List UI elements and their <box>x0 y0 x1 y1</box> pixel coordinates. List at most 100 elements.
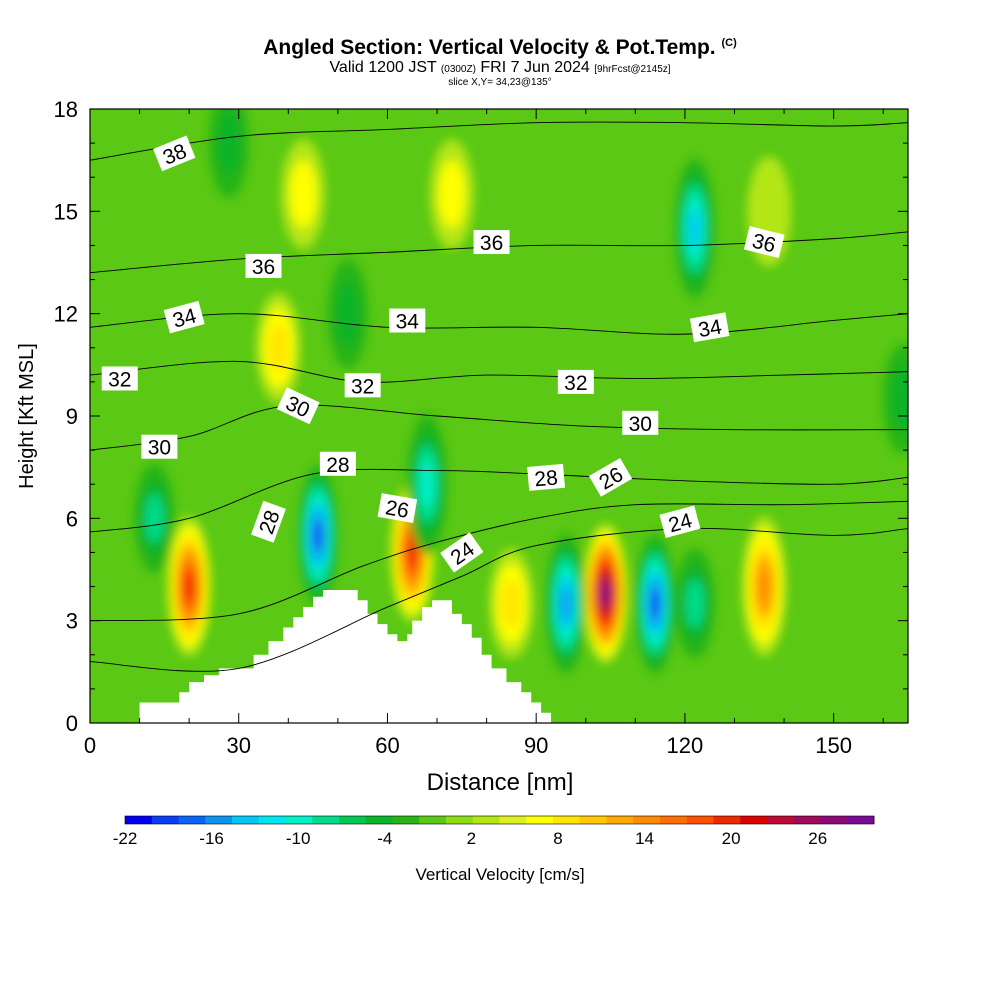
downdraft-region-11-4 <box>420 459 435 509</box>
contour-label-text: 36 <box>750 230 778 258</box>
colorbar-tick-label: 14 <box>635 829 654 848</box>
contour-label-text: 32 <box>108 368 131 391</box>
updraft-region-7-5 <box>757 566 771 607</box>
colorbar-tick-label: 2 <box>467 829 476 848</box>
y-tick-label: 18 <box>54 97 78 122</box>
updraft-region-2-2 <box>289 160 317 229</box>
downdraft-region-10-7 <box>313 520 323 551</box>
downdraft-region-13-7 <box>650 588 660 619</box>
colorbar-swatch <box>178 816 206 824</box>
x-tick-label: 120 <box>667 733 704 758</box>
isentrope-contours <box>90 121 908 672</box>
contour-label-text: 36 <box>480 232 503 255</box>
isentrope-38 <box>90 121 908 161</box>
downdraft-region-15-5 <box>689 208 701 249</box>
colorbar-swatch <box>606 816 634 824</box>
contour-label-text: 32 <box>564 372 587 395</box>
contour-label-box <box>141 434 178 459</box>
contour-label-12: 30 <box>622 410 659 436</box>
colorbar-tick-label: 20 <box>722 829 741 848</box>
contour-label-box <box>163 300 205 334</box>
colorbar-swatch <box>151 816 179 824</box>
contour-label-box <box>377 493 418 524</box>
contour-label-text: 34 <box>396 310 420 333</box>
contour-label-box <box>622 410 659 435</box>
colorbar-swatch <box>526 816 554 824</box>
contour-label-6: 34 <box>689 312 730 343</box>
valid-utc: (0300Z) <box>440 64 476 75</box>
colorbar-swatch <box>713 816 741 824</box>
slice-info: slice X,Y= 34,23@135° <box>448 77 552 88</box>
colorbar-swatch <box>446 816 474 824</box>
downdraft-region-17-2 <box>216 109 242 177</box>
colorbar-swatch <box>820 816 848 824</box>
colorbar-swatch <box>499 816 527 824</box>
downdraft-region-12-6 <box>561 586 571 621</box>
colorbar-tick-label: 8 <box>553 829 562 848</box>
colorbar-swatch <box>419 816 447 824</box>
isentrope-30 <box>90 404 908 451</box>
colorbar-swatch <box>312 816 340 824</box>
colorbar-swatch <box>793 816 821 824</box>
colorbar-swatch <box>847 816 875 824</box>
contour-label-box <box>101 366 138 391</box>
updraft-region-4-7 <box>407 537 417 568</box>
contour-label-text: 32 <box>351 375 374 398</box>
chart-title: Angled Section: Vertical Velocity & Pot.… <box>263 36 737 59</box>
contour-label-text: 30 <box>629 413 652 436</box>
isentrope-28 <box>90 468 908 533</box>
contour-label-14: 28 <box>527 463 566 491</box>
updraft-region-0-7 <box>184 571 194 602</box>
colorbar-swatch <box>740 816 768 824</box>
colorbar-frame <box>124 815 875 825</box>
isentrope-34 <box>90 313 908 335</box>
colorbar: -22 -16 -10 -4 2 8 14 20 26 <box>113 815 875 848</box>
colorbar-tick-label: -10 <box>286 829 311 848</box>
contour-label-box <box>245 253 282 278</box>
colorbar-swatch <box>285 816 313 824</box>
contour-label-13: 28 <box>319 451 356 477</box>
colorbar-swatch <box>258 816 286 824</box>
isentrope-24 <box>90 527 908 672</box>
updraft-region-6-10 <box>602 582 609 604</box>
contour-label-3: 36 <box>743 226 785 259</box>
colorbar-swatch <box>205 816 233 824</box>
contour-label-1: 36 <box>245 253 282 279</box>
updraft-region-1-3 <box>268 323 289 373</box>
contour-label-2: 36 <box>473 230 510 255</box>
contour-label-box <box>344 373 381 398</box>
x-tick-label: 30 <box>226 733 250 758</box>
colorbar-tick-label: -16 <box>199 829 224 848</box>
colorbar-swatch <box>767 816 795 824</box>
contour-label-box <box>251 500 286 543</box>
contour-label-box <box>440 532 484 573</box>
colorbar-tick-label: -4 <box>377 829 392 848</box>
forecast-tag: [9hrFcst@2145z] <box>594 64 671 75</box>
contour-label-box <box>689 312 730 343</box>
colorbar-tick-label: 26 <box>808 829 827 848</box>
y-tick-label: 9 <box>66 404 78 429</box>
isentrope-32 <box>90 360 908 383</box>
updraft-region-3-2 <box>438 160 466 229</box>
colorbar-swatch <box>633 816 661 824</box>
contour-label-box <box>319 451 356 476</box>
y-tick-label: 3 <box>66 609 78 634</box>
isentrope-26 <box>90 500 908 622</box>
contour-label-text: 28 <box>326 454 349 477</box>
contour-label-19: 24 <box>659 505 701 538</box>
contour-label-box <box>389 308 426 333</box>
contour-label-box <box>153 135 196 172</box>
contour-label-box <box>743 226 785 259</box>
contour-label-9: 32 <box>557 369 594 395</box>
contour-label-5: 34 <box>389 308 426 333</box>
contour-label-box <box>527 463 566 491</box>
colorbar-tick-label: -22 <box>113 829 138 848</box>
y-tick-label: 15 <box>54 199 78 224</box>
colorbar-swatch <box>339 816 367 824</box>
contour-label-text: 34 <box>696 315 723 342</box>
colorbar-swatch <box>125 816 153 824</box>
x-tick-label: 0 <box>84 733 96 758</box>
contour-label-16: 26 <box>377 493 418 524</box>
contour-label-8: 32 <box>344 373 381 398</box>
